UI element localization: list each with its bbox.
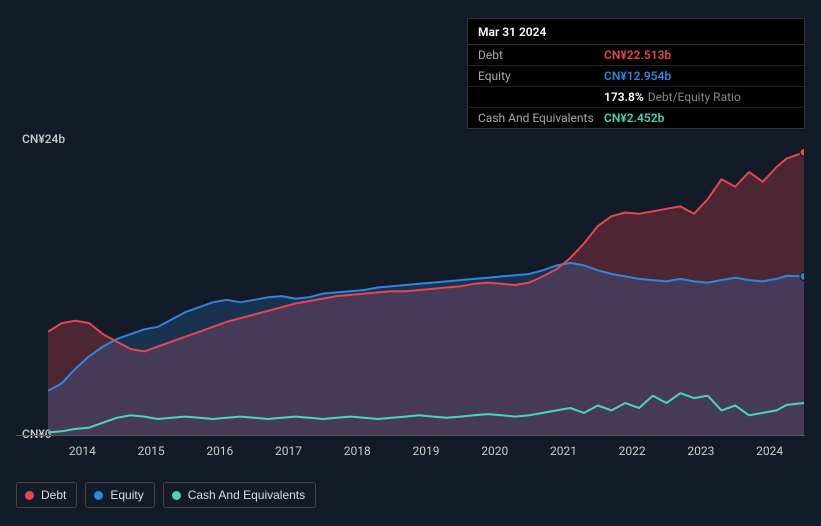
- legend-item-cash-and-equivalents[interactable]: Cash And Equivalents: [163, 482, 316, 508]
- tooltip-date: Mar 31 2024: [468, 19, 804, 45]
- x-axis-tick-label: 2015: [138, 444, 165, 458]
- legend-item-debt[interactable]: Debt: [16, 482, 77, 508]
- x-axis-tick-label: 2017: [275, 444, 302, 458]
- tooltip-row-extra: Debt/Equity Ratio: [648, 90, 741, 104]
- chart-tooltip: Mar 31 2024 DebtCN¥22.513bEquityCN¥12.95…: [467, 18, 805, 129]
- series-end-marker-equity: [800, 272, 804, 280]
- x-axis-tick-label: 2024: [756, 444, 783, 458]
- x-axis-labels: 2014 2015 2016 2017 2018 2019 2020 2021 2022 2023…: [48, 444, 804, 460]
- tooltip-row: EquityCN¥12.954b: [468, 66, 804, 87]
- chart-svg: [48, 140, 804, 439]
- x-axis-tick-label: 2022: [619, 444, 646, 458]
- chart-legend: Debt Equity Cash And Equivalents: [16, 482, 316, 508]
- x-axis-tick-label: 2020: [481, 444, 508, 458]
- legend-item-label: Equity: [110, 488, 143, 502]
- x-axis-tick-label: 2016: [206, 444, 233, 458]
- legend-item-equity[interactable]: Equity: [85, 482, 154, 508]
- tooltip-row-value: CN¥22.513b: [604, 48, 671, 62]
- tooltip-row-label: Debt: [478, 48, 604, 62]
- series-end-marker-debt: [800, 148, 804, 156]
- x-axis-tick-label: 2019: [413, 444, 440, 458]
- legend-dot-icon: [172, 491, 181, 500]
- tooltip-row-value: CN¥2.452b: [604, 111, 664, 125]
- legend-item-label: Cash And Equivalents: [188, 488, 305, 502]
- tooltip-row: Cash And EquivalentsCN¥2.452b: [468, 108, 804, 128]
- legend-dot-icon: [94, 491, 103, 500]
- legend-dot-icon: [25, 491, 34, 500]
- x-axis-tick-label: 2014: [69, 444, 96, 458]
- legend-item-label: Debt: [41, 488, 66, 502]
- tooltip-row: 173.8% Debt/Equity Ratio: [468, 87, 804, 108]
- tooltip-row-label: [478, 90, 604, 104]
- tooltip-row: DebtCN¥22.513b: [468, 45, 804, 66]
- tooltip-row-value: CN¥12.954b: [604, 69, 671, 83]
- chart-plot-area: [48, 140, 804, 435]
- x-axis-tick-label: 2021: [550, 444, 577, 458]
- x-axis-tick-label: 2018: [344, 444, 371, 458]
- x-axis-tick-label: 2023: [687, 444, 714, 458]
- tooltip-row-label: Equity: [478, 69, 604, 83]
- tooltip-row-value: 173.8%: [604, 90, 644, 104]
- tooltip-row-label: Cash And Equivalents: [478, 111, 604, 125]
